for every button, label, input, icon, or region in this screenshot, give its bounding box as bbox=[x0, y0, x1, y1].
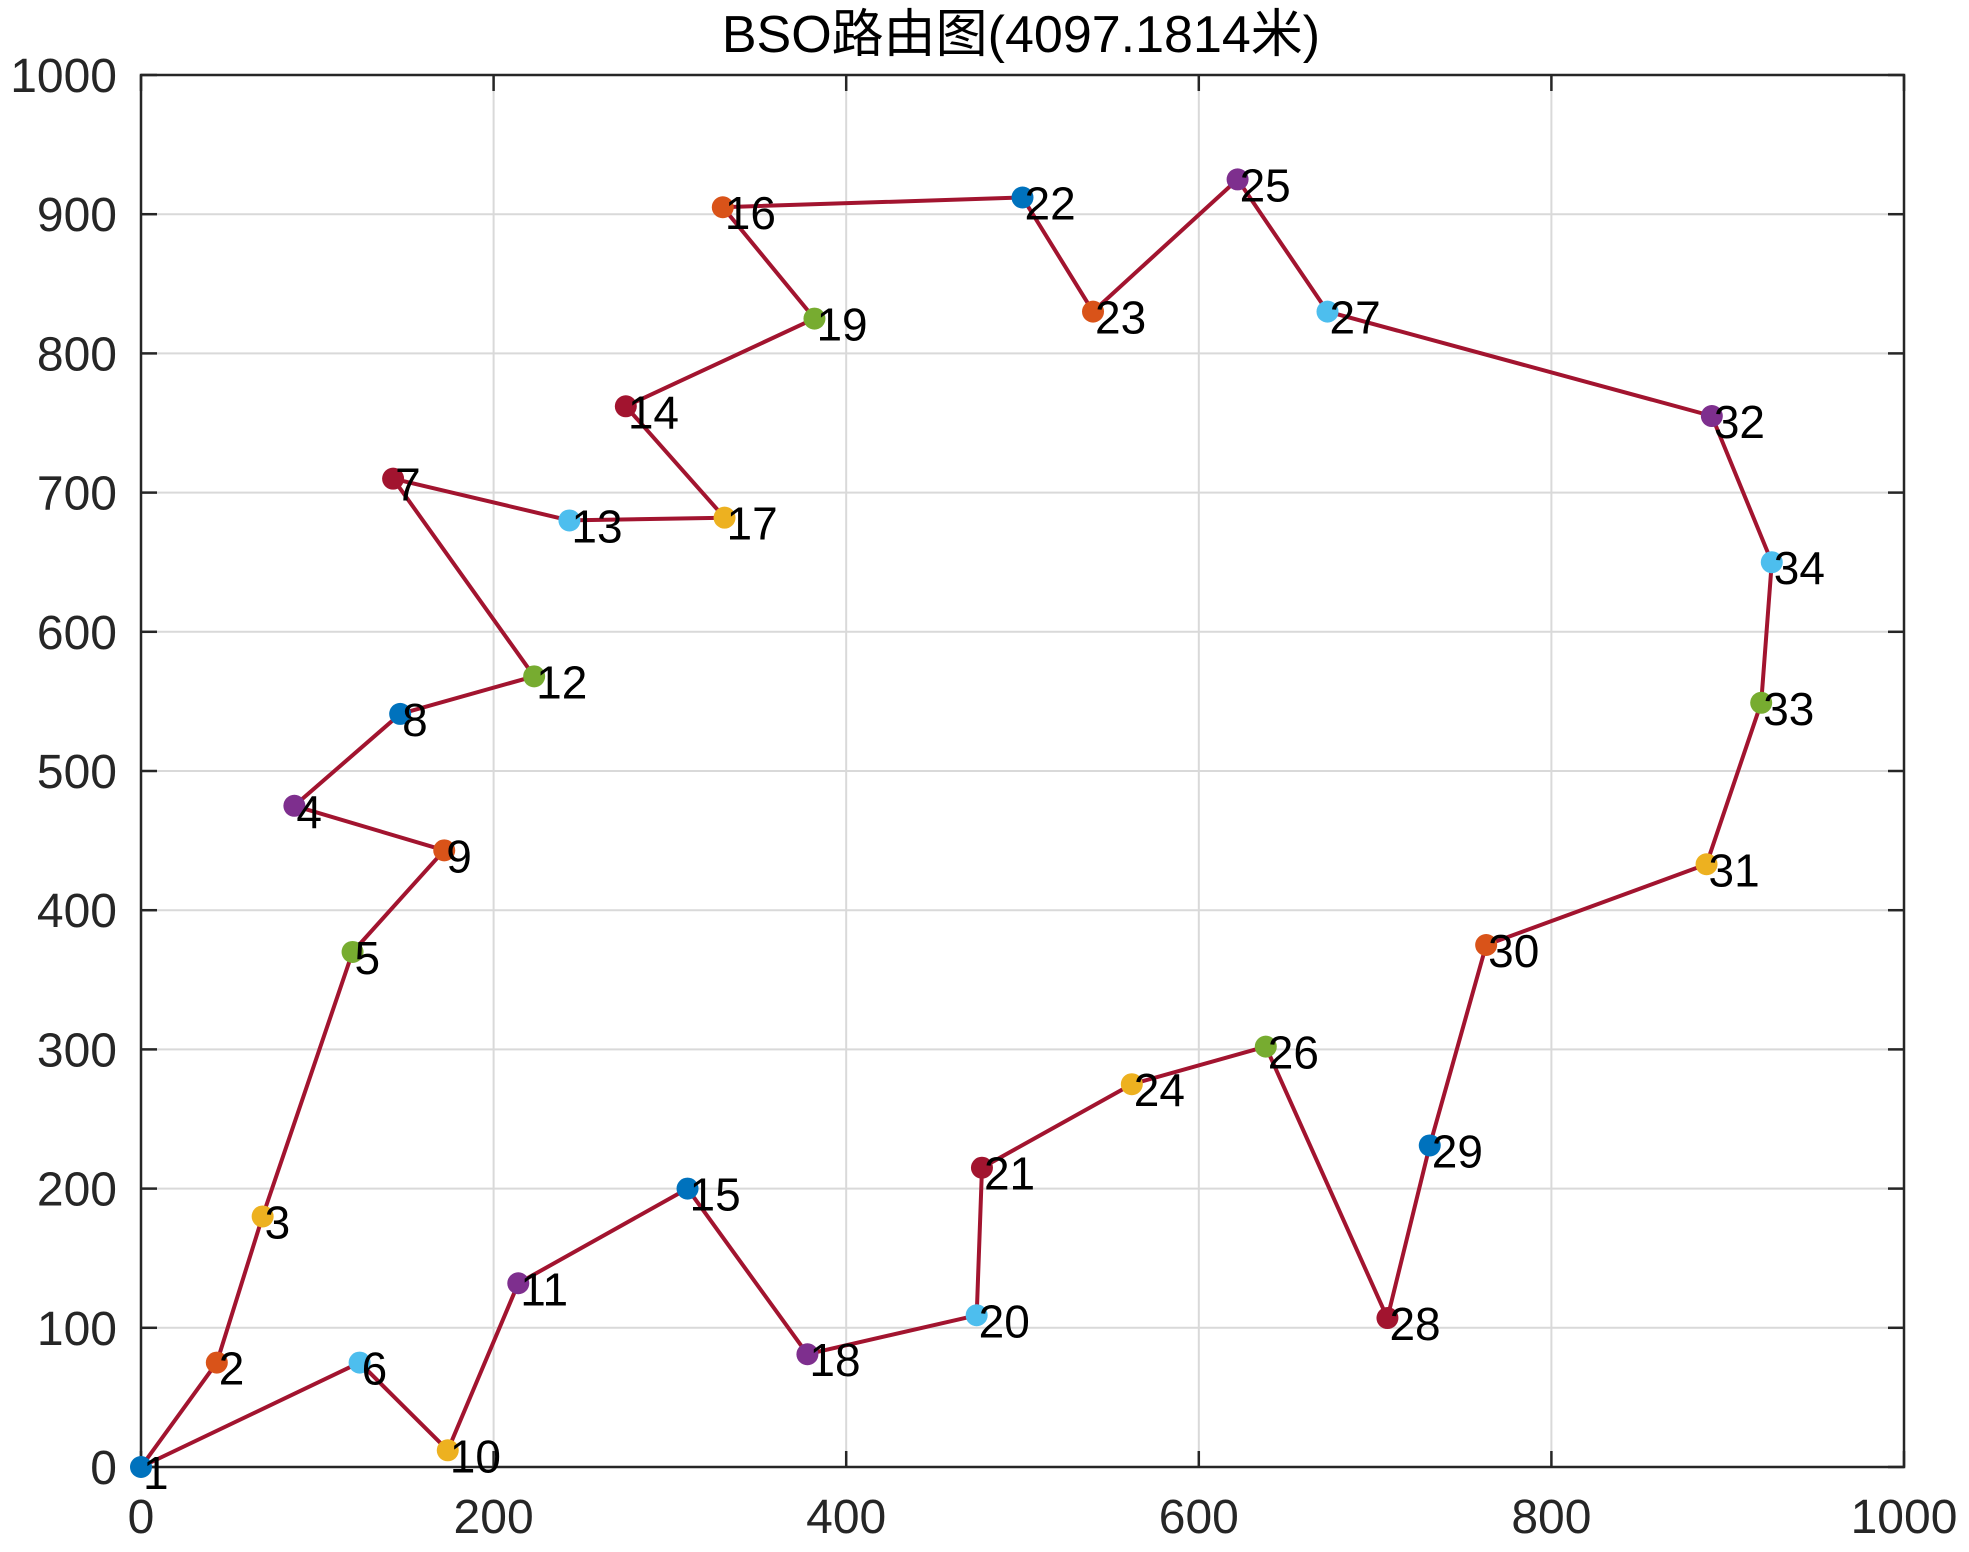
point-label-21: 21 bbox=[984, 1148, 1035, 1200]
y-tick-label: 200 bbox=[37, 1164, 117, 1217]
route-point-13 bbox=[558, 509, 581, 532]
point-label-23: 23 bbox=[1095, 292, 1146, 344]
point-label-9: 9 bbox=[446, 830, 472, 882]
point-label-12: 12 bbox=[536, 656, 587, 708]
route-point-34 bbox=[1760, 551, 1783, 574]
x-tick-label: 1000 bbox=[1851, 1491, 1958, 1544]
point-label-1: 1 bbox=[143, 1447, 169, 1499]
point-label-25: 25 bbox=[1240, 159, 1291, 211]
point-label-20: 20 bbox=[979, 1295, 1030, 1347]
chart-title: BSO路由图(4097.1814米) bbox=[722, 6, 1320, 64]
axis-ticks: 0 200 400 600 800 1000 0 100 200 300 400 500 600 700 8… bbox=[10, 50, 1957, 1544]
route-line bbox=[139, 177, 1774, 1469]
route-point-8 bbox=[389, 702, 412, 725]
y-tick-label: 900 bbox=[37, 189, 117, 242]
route-point-19 bbox=[803, 307, 826, 330]
x-tick-label: 600 bbox=[1159, 1491, 1239, 1544]
route-point-33 bbox=[1750, 691, 1773, 714]
route-point-7 bbox=[382, 467, 405, 490]
point-label-29: 29 bbox=[1432, 1125, 1483, 1177]
route-point-24 bbox=[1120, 1073, 1143, 1096]
x-tick-label: 200 bbox=[454, 1491, 534, 1544]
y-tick-label: 1000 bbox=[10, 50, 117, 103]
point-label-7: 7 bbox=[395, 459, 421, 511]
route-point-6 bbox=[348, 1351, 371, 1374]
route-point-29 bbox=[1418, 1134, 1441, 1157]
route-point-5 bbox=[341, 940, 364, 963]
x-tick-label: 800 bbox=[1511, 1491, 1591, 1544]
point-label-24: 24 bbox=[1134, 1064, 1185, 1116]
point-label-26: 26 bbox=[1268, 1027, 1319, 1079]
route-point-23 bbox=[1082, 300, 1105, 323]
route-point-4 bbox=[283, 794, 306, 817]
route-point-30 bbox=[1475, 934, 1498, 956]
route-point-14 bbox=[614, 395, 637, 418]
route-point-3 bbox=[251, 1205, 274, 1228]
route-point-20 bbox=[965, 1304, 988, 1327]
x-tick-label: 400 bbox=[806, 1491, 886, 1544]
point-label-22: 22 bbox=[1025, 177, 1076, 229]
route-point-16 bbox=[711, 196, 734, 219]
point-labels: 1234567891011121314151617181920212223242… bbox=[143, 159, 1825, 1499]
point-label-8: 8 bbox=[402, 694, 428, 746]
route-point-9 bbox=[433, 839, 456, 862]
x-tick-label: 0 bbox=[128, 1491, 155, 1544]
route-point-27 bbox=[1316, 300, 1339, 323]
point-label-13: 13 bbox=[571, 500, 622, 552]
route-path bbox=[139, 177, 1774, 1469]
point-label-11: 11 bbox=[520, 1263, 568, 1315]
route-points bbox=[130, 168, 1783, 1478]
point-label-4: 4 bbox=[296, 786, 322, 838]
route-point-17 bbox=[713, 506, 736, 529]
point-label-6: 6 bbox=[362, 1343, 388, 1395]
point-label-15: 15 bbox=[690, 1169, 741, 1221]
route-point-21 bbox=[970, 1156, 993, 1179]
y-tick-label: 300 bbox=[37, 1024, 117, 1077]
point-label-31: 31 bbox=[1709, 844, 1760, 896]
route-point-28 bbox=[1376, 1307, 1399, 1330]
route-point-10 bbox=[436, 1439, 459, 1462]
y-tick-label: 700 bbox=[37, 468, 117, 521]
point-label-32: 32 bbox=[1714, 396, 1765, 448]
point-label-5: 5 bbox=[355, 932, 381, 984]
point-label-2: 2 bbox=[219, 1343, 245, 1395]
route-point-22 bbox=[1011, 186, 1034, 209]
point-label-30: 30 bbox=[1488, 925, 1539, 977]
point-label-10: 10 bbox=[450, 1430, 501, 1482]
route-point-11 bbox=[507, 1272, 530, 1295]
point-label-18: 18 bbox=[809, 1334, 860, 1386]
route-point-26 bbox=[1254, 1035, 1277, 1058]
point-label-33: 33 bbox=[1763, 683, 1814, 735]
point-label-14: 14 bbox=[628, 386, 679, 438]
y-tick-label: 800 bbox=[37, 328, 117, 381]
point-label-27: 27 bbox=[1329, 292, 1380, 344]
point-label-19: 19 bbox=[816, 299, 867, 351]
point-label-3: 3 bbox=[265, 1196, 291, 1248]
route-point-31 bbox=[1695, 853, 1718, 876]
route-point-12 bbox=[523, 665, 546, 688]
route-point-2 bbox=[205, 1351, 228, 1374]
y-tick-label: 100 bbox=[37, 1303, 117, 1356]
route-point-32 bbox=[1700, 405, 1723, 428]
grid-lines bbox=[141, 75, 1904, 1467]
point-label-17: 17 bbox=[727, 498, 778, 550]
route-point-18 bbox=[796, 1343, 819, 1366]
y-tick-label: 0 bbox=[90, 1442, 117, 1495]
y-tick-label: 500 bbox=[37, 746, 117, 799]
route-point-15 bbox=[676, 1177, 699, 1200]
y-tick-label: 600 bbox=[37, 607, 117, 660]
route-point-25 bbox=[1226, 168, 1249, 191]
route-point-1 bbox=[130, 1456, 152, 1478]
point-label-34: 34 bbox=[1774, 542, 1825, 594]
point-label-16: 16 bbox=[725, 187, 776, 239]
point-label-28: 28 bbox=[1389, 1298, 1440, 1350]
y-tick-label: 400 bbox=[37, 885, 117, 938]
